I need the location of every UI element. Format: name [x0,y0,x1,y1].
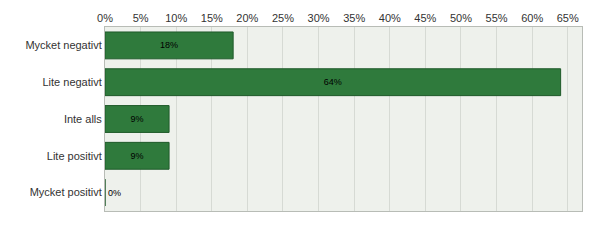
svg-text:40%: 40% [379,12,401,24]
svg-text:30%: 30% [308,12,330,24]
svg-text:35%: 35% [343,12,365,24]
svg-text:0%: 0% [97,12,113,24]
svg-text:Lite negativt: Lite negativt [42,76,101,88]
svg-text:9%: 9% [131,151,144,161]
svg-text:10%: 10% [165,12,187,24]
svg-text:Lite positivt: Lite positivt [47,150,102,162]
svg-text:65%: 65% [557,12,579,24]
svg-text:0%: 0% [108,188,121,198]
svg-text:Mycket positivt: Mycket positivt [30,186,102,198]
svg-text:Inte alls: Inte alls [64,113,102,125]
svg-text:55%: 55% [486,12,508,24]
svg-text:20%: 20% [236,12,258,24]
svg-text:9%: 9% [131,114,144,124]
svg-text:50%: 50% [450,12,472,24]
svg-text:18%: 18% [160,40,178,50]
svg-text:Mycket negativt: Mycket negativt [25,39,101,51]
svg-text:60%: 60% [521,12,543,24]
svg-text:5%: 5% [133,12,149,24]
svg-text:25%: 25% [272,12,294,24]
svg-text:45%: 45% [414,12,436,24]
svg-text:15%: 15% [201,12,223,24]
svg-text:64%: 64% [324,77,342,87]
